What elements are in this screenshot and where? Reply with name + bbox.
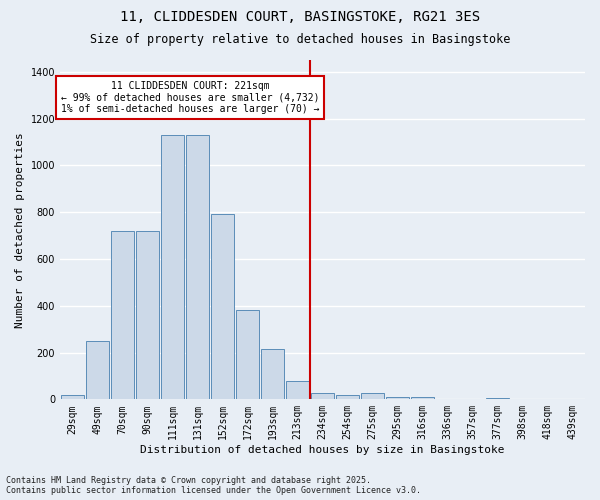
Bar xyxy=(260,349,284,400)
Bar xyxy=(361,394,385,400)
Bar xyxy=(110,231,134,400)
Bar xyxy=(211,214,235,400)
Text: Size of property relative to detached houses in Basingstoke: Size of property relative to detached ho… xyxy=(90,32,510,46)
Bar xyxy=(485,398,509,400)
Bar xyxy=(185,135,209,400)
Y-axis label: Number of detached properties: Number of detached properties xyxy=(15,132,25,328)
Bar xyxy=(311,394,334,400)
Text: Contains HM Land Registry data © Crown copyright and database right 2025.
Contai: Contains HM Land Registry data © Crown c… xyxy=(6,476,421,495)
Text: 11 CLIDDESDEN COURT: 221sqm
← 99% of detached houses are smaller (4,732)
1% of s: 11 CLIDDESDEN COURT: 221sqm ← 99% of det… xyxy=(61,81,319,114)
Bar xyxy=(410,397,434,400)
Bar xyxy=(61,394,85,400)
Bar xyxy=(286,380,310,400)
Bar xyxy=(86,341,109,400)
Bar xyxy=(136,231,160,400)
Bar xyxy=(386,397,409,400)
Bar xyxy=(161,135,184,400)
Bar xyxy=(335,394,359,400)
X-axis label: Distribution of detached houses by size in Basingstoke: Distribution of detached houses by size … xyxy=(140,445,505,455)
Bar xyxy=(236,310,259,400)
Text: 11, CLIDDESDEN COURT, BASINGSTOKE, RG21 3ES: 11, CLIDDESDEN COURT, BASINGSTOKE, RG21 … xyxy=(120,10,480,24)
